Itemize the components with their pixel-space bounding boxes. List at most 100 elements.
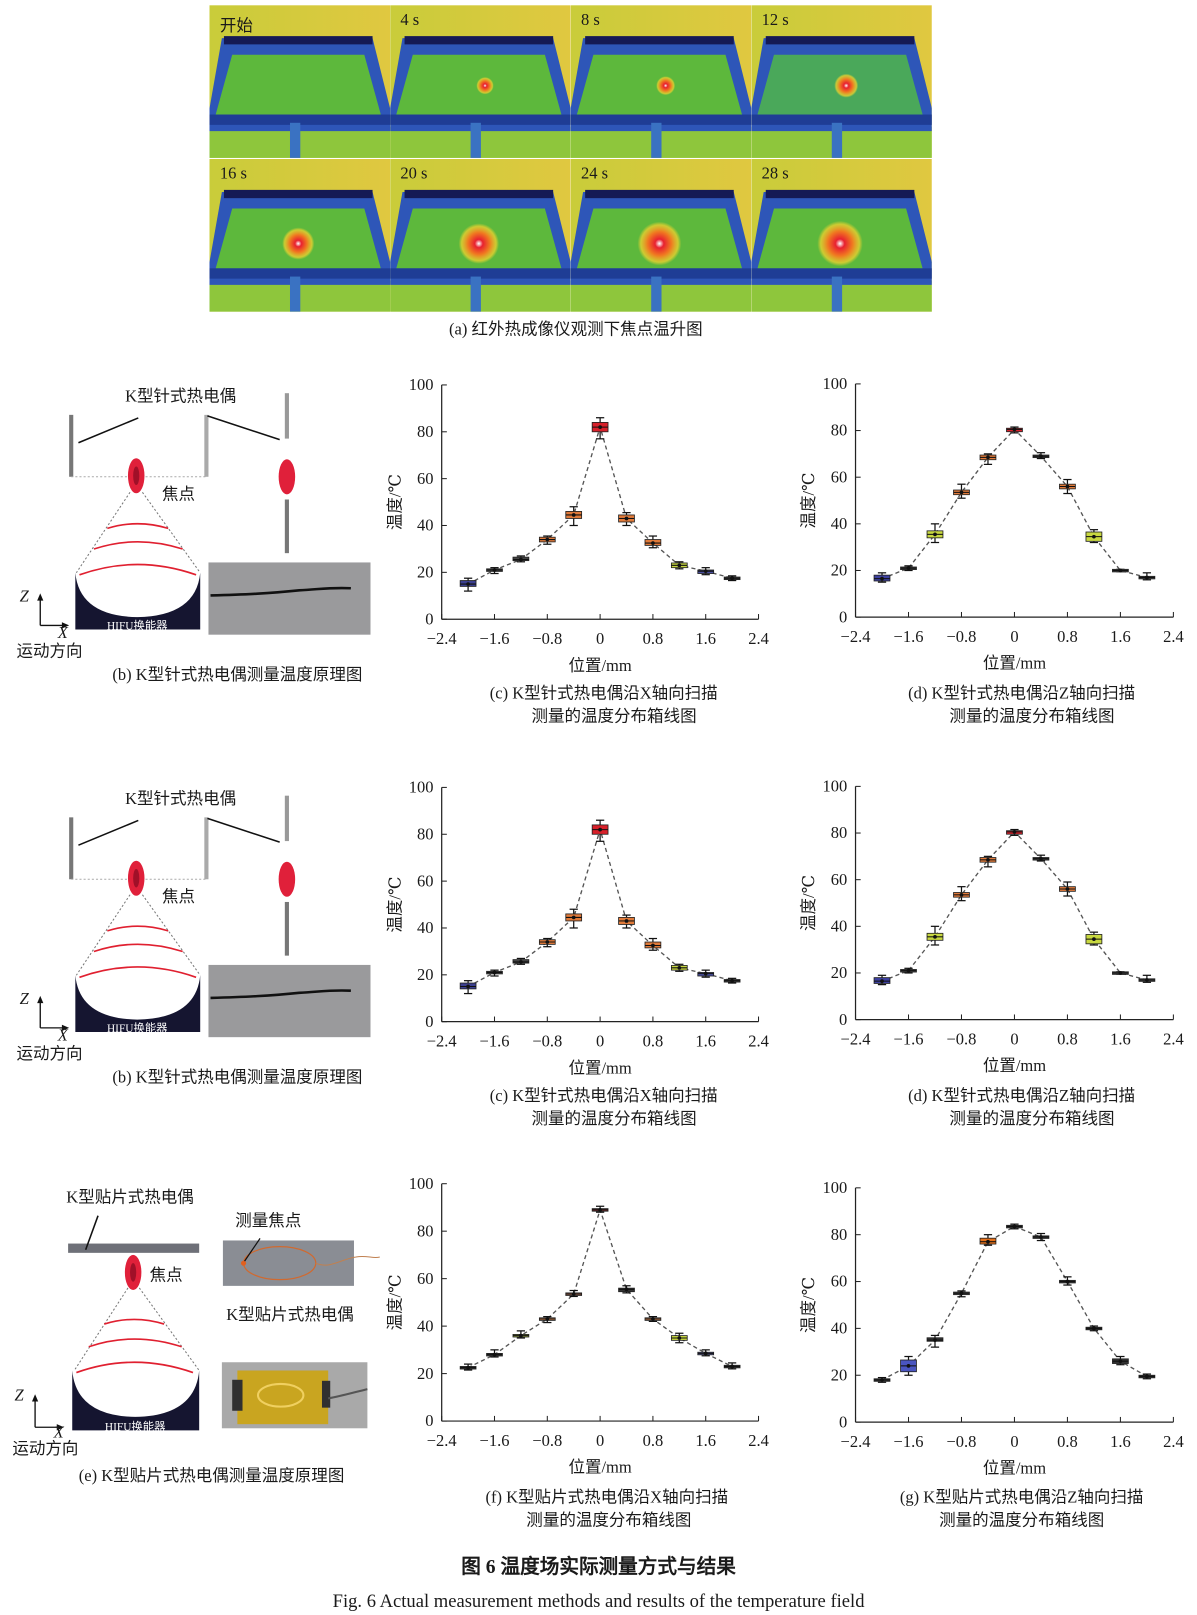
y-tick-label: 0 (839, 1010, 847, 1029)
wave-arc (93, 943, 183, 953)
hifu-transducer (72, 1370, 200, 1431)
thermal-frame-image (209, 158, 391, 312)
box-10 (723, 977, 741, 984)
thermal-frame-image (751, 158, 932, 312)
thermal-frame: 28 s (751, 158, 932, 312)
data-point (1065, 484, 1070, 489)
axis-x-label: X (57, 1026, 68, 1045)
data-point (492, 568, 497, 572)
box-7 (644, 535, 662, 549)
box-7 (1059, 881, 1076, 897)
data-point (1092, 534, 1096, 539)
y-tick-label: 100 (823, 777, 848, 796)
data-point (677, 965, 682, 970)
data-point (1118, 971, 1123, 975)
y-tick-label: 40 (417, 516, 434, 535)
cone-edge-right (138, 1287, 200, 1371)
x-tick-label: −2.4 (427, 1431, 457, 1450)
box-10 (1138, 572, 1156, 581)
data-point (677, 1336, 682, 1340)
x-axis-label: 位置/mm (983, 1459, 1046, 1478)
frame-time-label: 28 s (761, 164, 789, 183)
box-5 (591, 819, 609, 842)
y-axis-label: 温度/℃ (385, 877, 404, 933)
motion-direction-label: 运动方向 (12, 1440, 79, 1459)
patch-tape (237, 1370, 329, 1425)
x-tick-label: −2.4 (841, 627, 871, 646)
data-point (1145, 978, 1149, 982)
y-axis-label: 温度/℃ (385, 1274, 404, 1330)
data-point (519, 960, 523, 964)
cone-edge-right (141, 491, 201, 574)
chart-g: 0 20 40 60 80 100 −2.4 −1.6 −0.8 0 0.8 1.6 2.4 温度/℃ 位置… (799, 1178, 1183, 1478)
thermal-frame: 4 s (390, 5, 571, 158)
thermal-image-grid: 开始 4 s 8 s 12 s 16 s 20 s 24 s 28 s (209, 5, 932, 312)
probe-label: K型针式热电偶 (125, 388, 237, 406)
needle-probe-right-bottom (284, 499, 289, 554)
x-tick-label: 1.6 (695, 1031, 716, 1050)
x-axis-label: 位置/mm (983, 654, 1046, 673)
thermal-frame: 16 s (209, 158, 391, 312)
data-point (545, 537, 550, 542)
x-tick-label: −2.4 (841, 1029, 871, 1048)
caption-b: (b) K型针式热电偶测量温度原理图 (112, 666, 363, 685)
wave-arc (79, 563, 197, 576)
transducer-label: HIFU换能器 (104, 1421, 166, 1434)
box-0 (873, 572, 891, 583)
box-1 (900, 967, 917, 974)
y-tick-label: 0 (839, 607, 847, 626)
caption-g-line1: (g) K型贴片式热电偶沿Z轴向扫描 (899, 1489, 1144, 1507)
data-point (880, 1378, 884, 1382)
x-tick-label: −0.8 (947, 1432, 977, 1451)
focus-ellipse-side (278, 459, 296, 495)
y-axis-label: 温度/℃ (799, 875, 818, 931)
patch-thermocouple-bar (68, 1243, 200, 1253)
data-point (466, 984, 470, 989)
needle-probe-right-top (284, 795, 289, 842)
y-tick-label: 60 (417, 871, 434, 890)
box-4 (565, 1289, 583, 1298)
thermocouple-photo (208, 562, 371, 635)
box-5 (1006, 426, 1023, 434)
measure-focus-label: 测量焦点 (235, 1212, 302, 1231)
caption-b-repeat: (b) K型针式热电偶测量温度原理图 (112, 1069, 363, 1087)
y-tick-label: 80 (831, 421, 848, 440)
data-point (880, 979, 884, 983)
y-tick-label: 40 (831, 1319, 848, 1338)
data-point (933, 532, 937, 537)
data-point (1145, 575, 1149, 580)
y-tick-label: 80 (417, 824, 434, 843)
axis-x-label: X (57, 624, 68, 642)
box-0 (459, 980, 477, 995)
data-point (598, 827, 602, 832)
data-point (492, 970, 497, 975)
chart-c: 0 20 40 60 80 100 −2.4 −1.6 −0.8 0 0.8 1.6 2.4 温度/℃ 位置… (385, 375, 768, 675)
label-leader-right (207, 415, 280, 441)
x-tick-label: −1.6 (480, 1031, 510, 1050)
thermal-frame: 8 s (570, 5, 752, 158)
data-point (1012, 1224, 1017, 1229)
box-3 (953, 1290, 970, 1298)
data-point (545, 1317, 550, 1321)
needle-probe-right-bottom (284, 901, 289, 956)
x-tick-label: 0.8 (643, 1031, 664, 1050)
y-tick-label: 40 (417, 918, 434, 937)
transducer-label: HIFU换能器 (106, 620, 168, 633)
x-tick-label: 0 (1010, 1432, 1018, 1451)
chart-f: 0 20 40 60 80 100 −2.4 −1.6 −0.8 0 0.8 1.6 2.4 温度/℃ 位置… (385, 1174, 768, 1477)
wave-arc (107, 925, 169, 932)
data-point (703, 1351, 708, 1356)
x-tick-label: 2.4 (1163, 1432, 1184, 1451)
box-3 (538, 1316, 556, 1324)
box-6 (618, 914, 635, 929)
needle-probe-middle (204, 817, 209, 880)
box-5 (1006, 828, 1023, 836)
probe-label: K型贴片式热电偶 (66, 1188, 194, 1207)
chart-c-repeat: 0 20 40 60 80 100 −2.4 −1.6 −0.8 0 0.8 1.6 2.4 温度/℃ 位置… (385, 778, 768, 1078)
needle-probe-right-top (284, 393, 289, 439)
data-point (730, 576, 734, 581)
box-1 (900, 1355, 917, 1376)
frame-time-label: 开始 (219, 17, 253, 36)
axis-x-label: X (53, 1424, 64, 1442)
x-tick-label: −0.8 (532, 1031, 562, 1050)
